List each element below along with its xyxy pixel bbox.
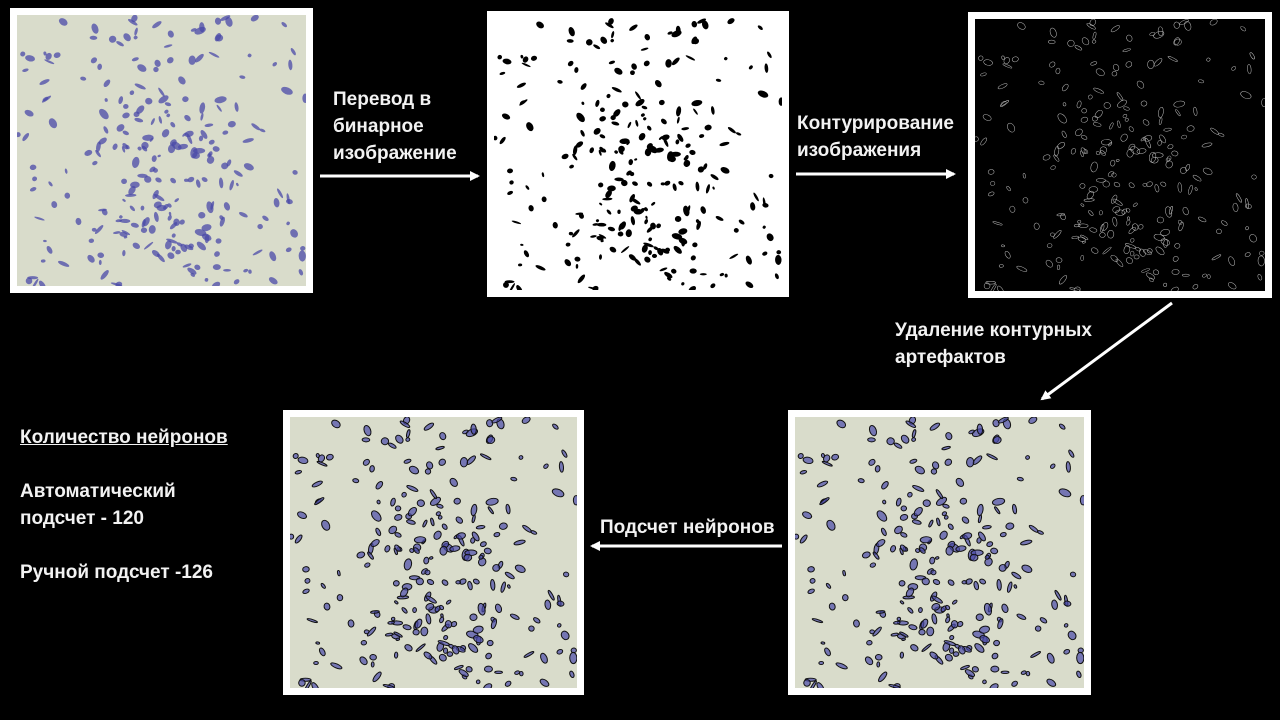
counted-neurons-image: [283, 410, 584, 695]
neuron-count-summary: Количество нейронов Автоматический подсч…: [20, 424, 228, 586]
summary-title: Количество нейронов: [20, 427, 228, 448]
step-label-contour: Контурирование изображения: [797, 113, 954, 161]
step-label-remove-artifacts: Удаление контурных артефактов: [895, 320, 1092, 368]
step-label-count: Подсчет нейронов: [600, 517, 775, 538]
auto-count-line2: подсчет - 120: [20, 508, 144, 529]
step-label-binarize: Перевод в бинарное изображение: [333, 89, 457, 164]
auto-count-line1: Автоматический: [20, 481, 176, 502]
artifact-removed-image: [788, 410, 1091, 695]
arrow-remove-artifacts: [1040, 301, 1173, 401]
contour-image: [968, 12, 1272, 298]
original-micrograph: [10, 8, 313, 293]
manual-count: Ручной подсчет -126: [20, 562, 213, 583]
binary-image: [487, 11, 789, 297]
